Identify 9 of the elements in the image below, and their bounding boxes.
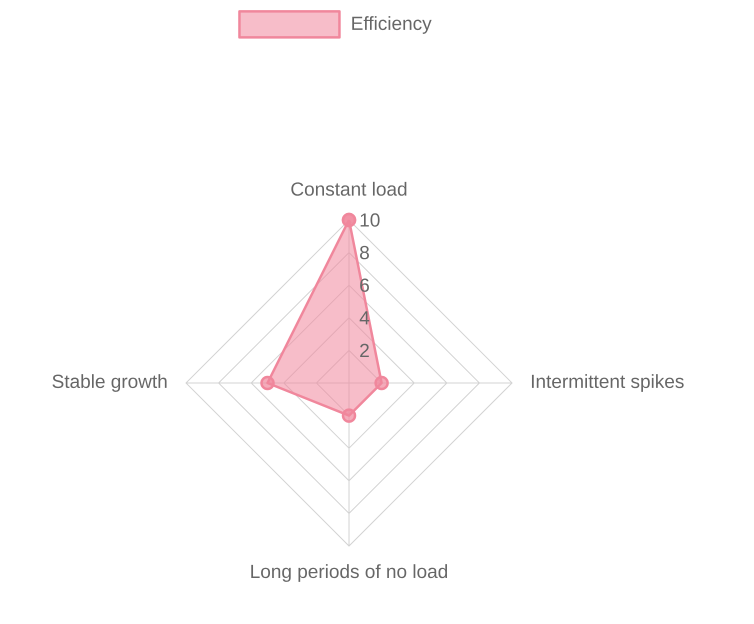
spoke-label: Constant load — [291, 182, 406, 196]
y-tick-label: 4 — [360, 311, 370, 324]
spoke-label: Intermittent spikes — [532, 374, 684, 392]
y-tick-label: 8 — [360, 246, 369, 260]
text: Efficiency — [352, 16, 432, 34]
y-tick-label: 2 — [360, 344, 369, 358]
spoke-label: Long periods of no load — [251, 564, 448, 582]
spoke-label: Stable growth — [52, 374, 167, 392]
y-tick-label: 10 — [360, 213, 380, 227]
